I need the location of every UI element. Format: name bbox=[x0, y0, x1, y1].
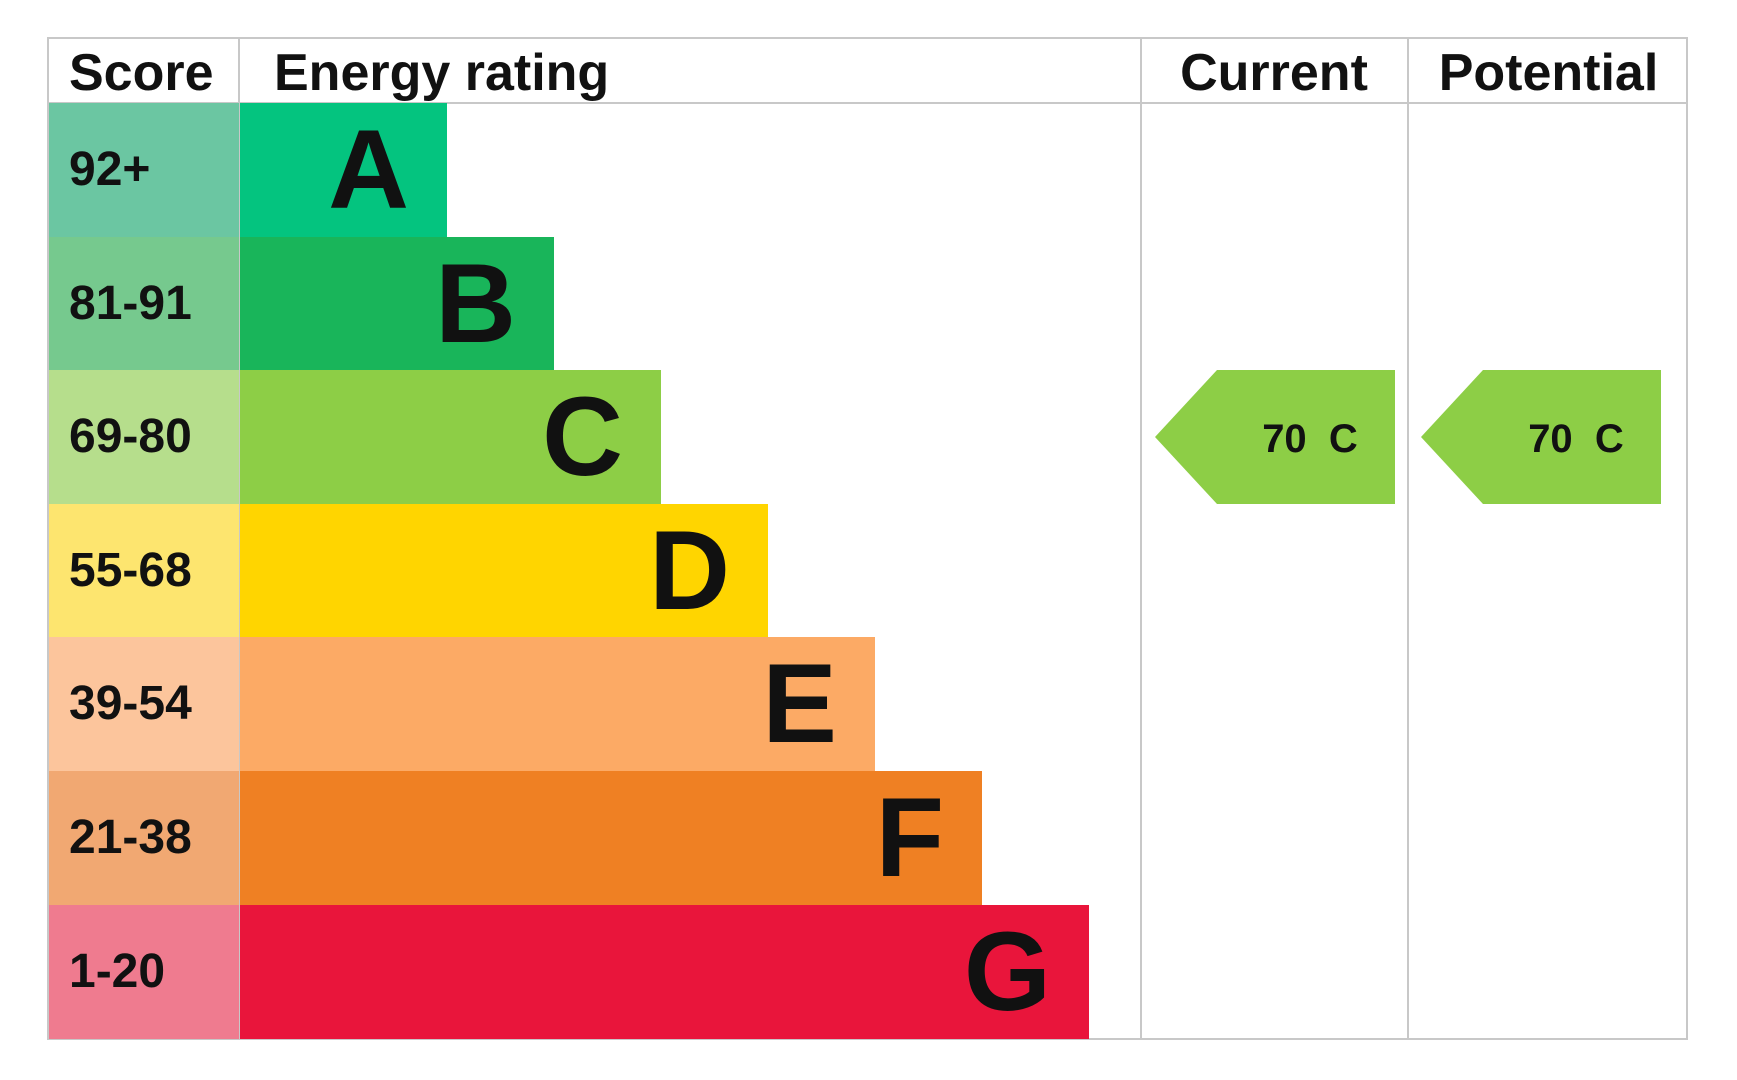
header-energy-rating: Energy rating bbox=[274, 44, 610, 102]
rating-bar-a: A bbox=[240, 103, 447, 237]
rating-bar-g: G bbox=[240, 904, 1089, 1039]
epc-table bbox=[47, 37, 1688, 1040]
header-potential: Potential bbox=[1438, 44, 1659, 102]
potential-rating-label: 70 C bbox=[1528, 417, 1624, 461]
score-cell: 39-54 bbox=[49, 637, 239, 772]
potential-rating-arrow: 70 C bbox=[1421, 370, 1661, 505]
rating-bar-e: E bbox=[240, 637, 875, 772]
current-rating-label: 70 C bbox=[1262, 417, 1358, 461]
rating-bar-c: C bbox=[240, 370, 661, 505]
column-divider bbox=[1140, 37, 1142, 1040]
rating-bar-b: B bbox=[240, 236, 554, 371]
column-divider bbox=[1407, 37, 1409, 1040]
score-cell: 1-20 bbox=[49, 904, 239, 1039]
header-score: Score bbox=[69, 44, 214, 102]
score-cell: 55-68 bbox=[49, 503, 239, 638]
score-cell: 21-38 bbox=[49, 771, 239, 905]
score-cell: 69-80 bbox=[49, 370, 239, 505]
score-cell: 81-91 bbox=[49, 236, 239, 371]
column-divider bbox=[238, 37, 240, 1040]
score-cell: 92+ bbox=[49, 103, 239, 237]
header-current: Current bbox=[1180, 44, 1368, 102]
current-rating-arrow: 70 C bbox=[1155, 370, 1395, 505]
rating-bar-d: D bbox=[240, 503, 768, 638]
rating-bar-f: F bbox=[240, 771, 982, 905]
header-divider bbox=[47, 102, 1688, 104]
